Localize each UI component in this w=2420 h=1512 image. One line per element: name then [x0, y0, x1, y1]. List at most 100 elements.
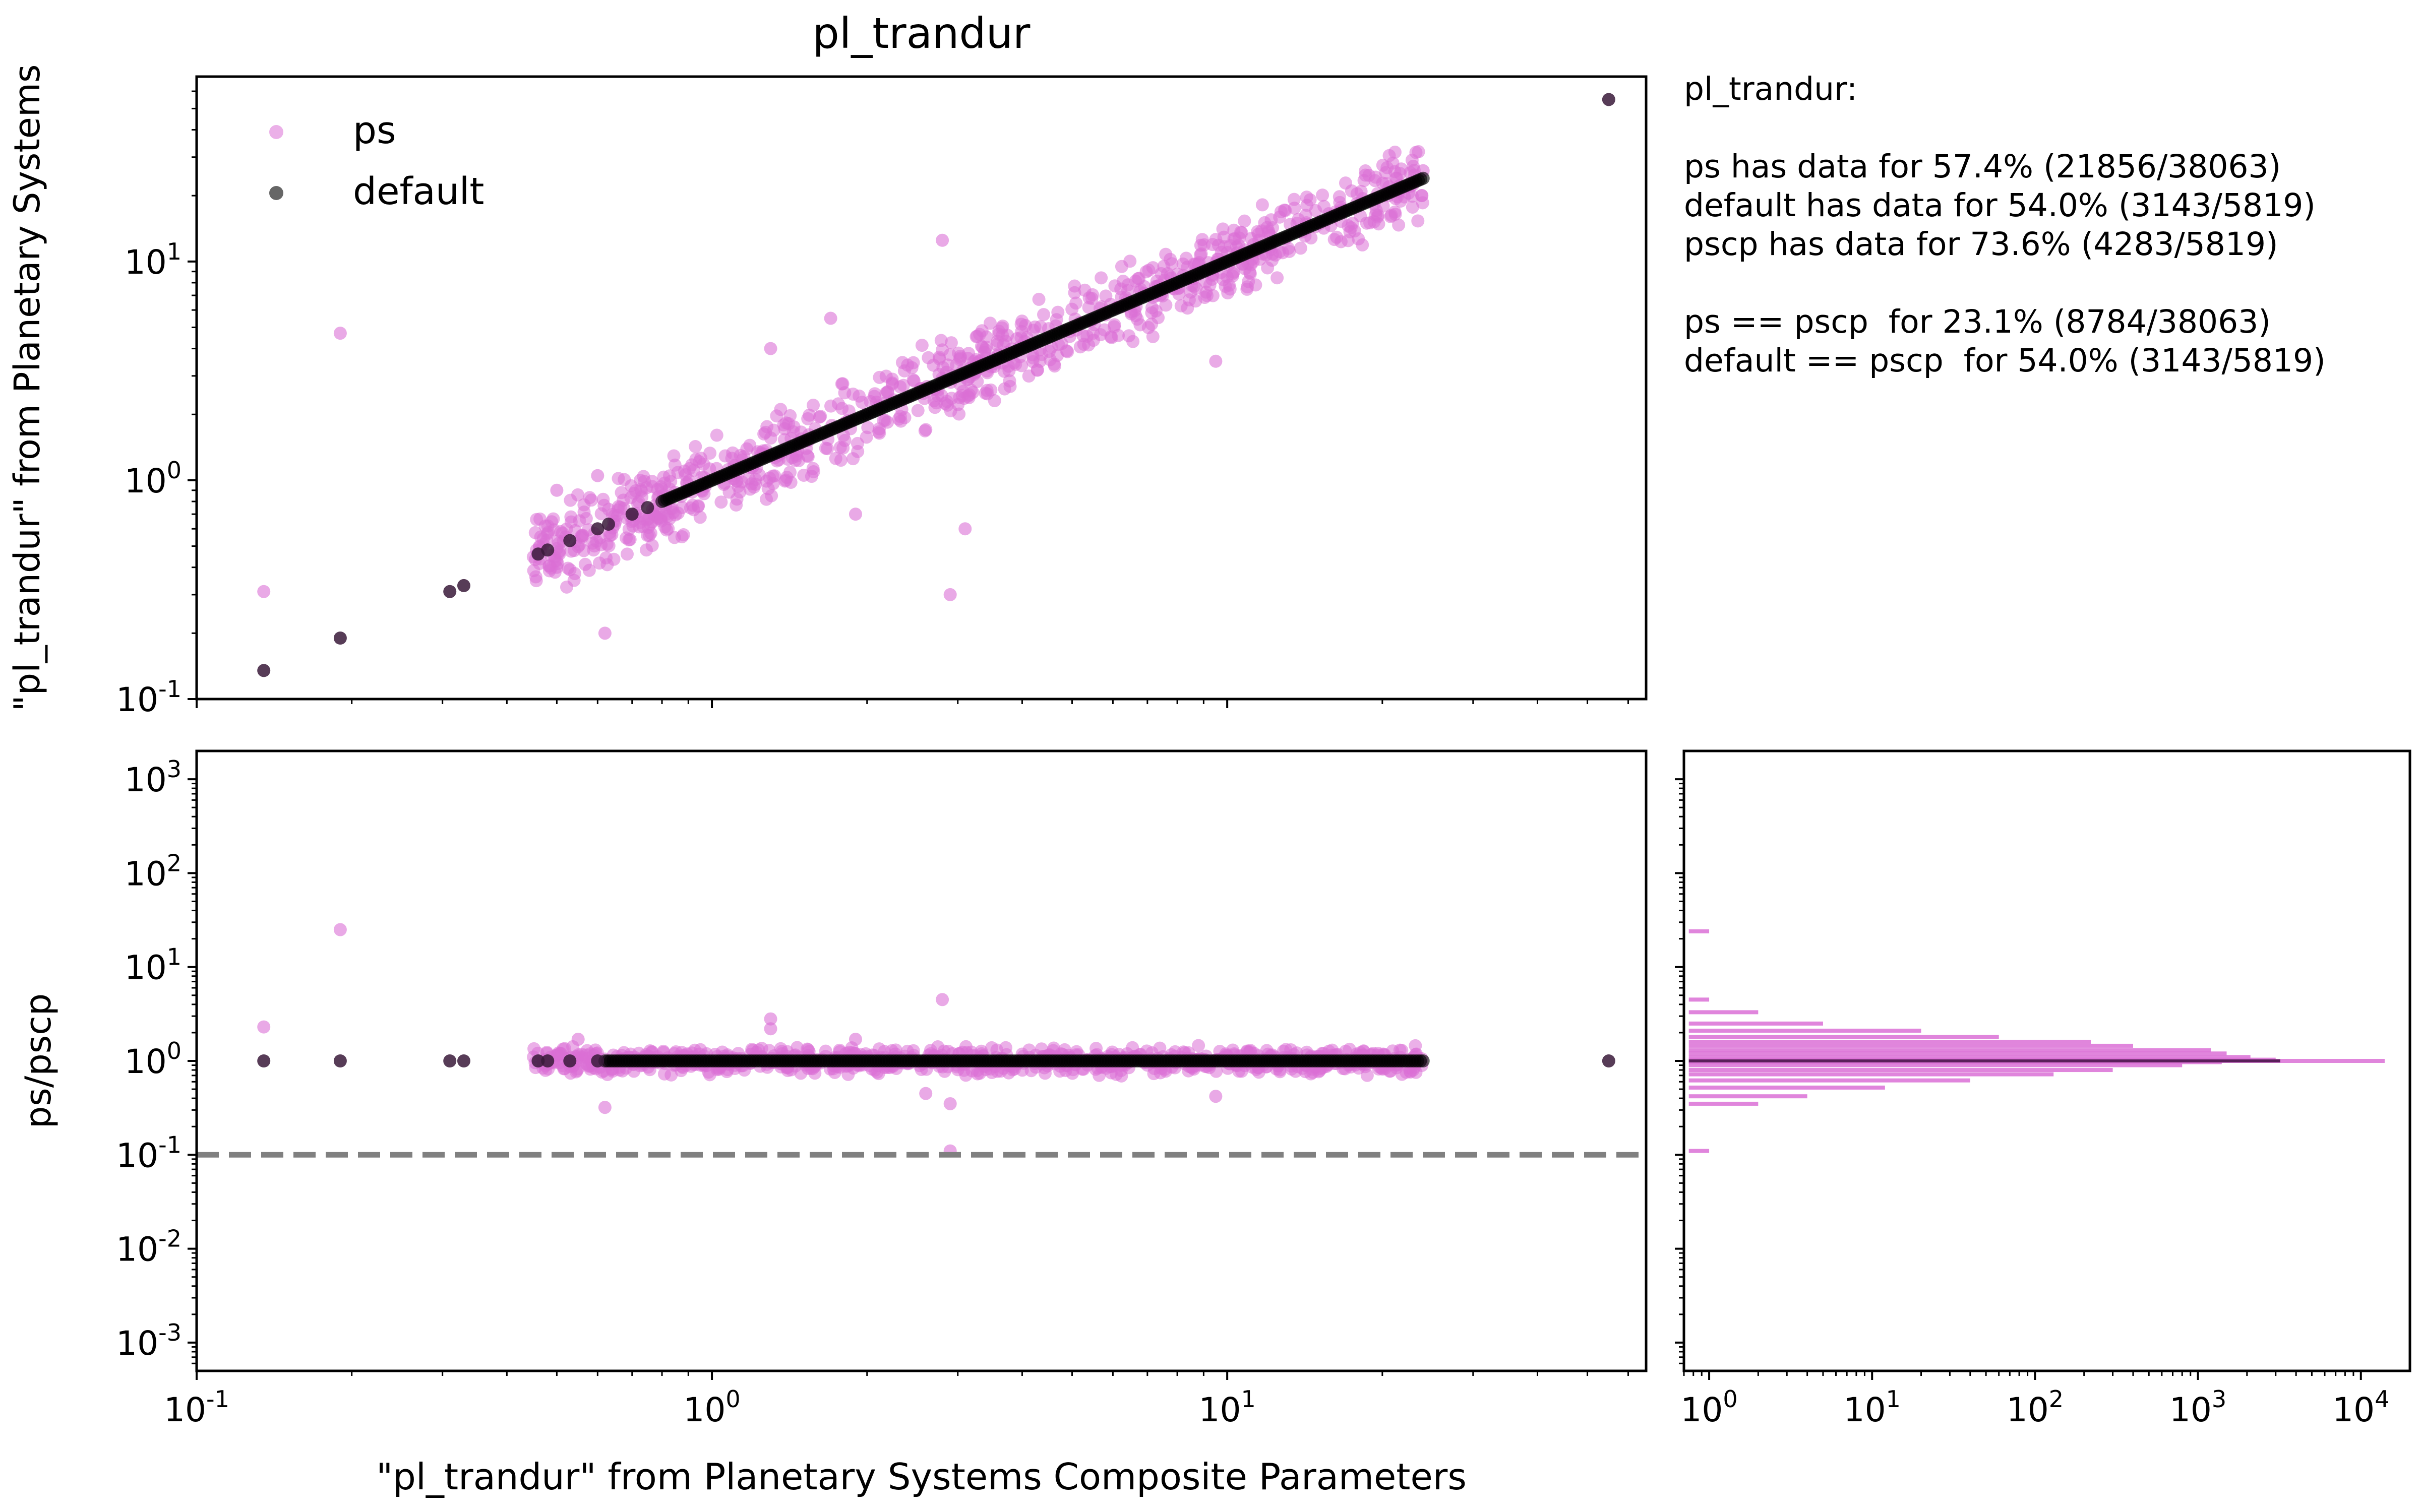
ps-ratio-point: [919, 1087, 933, 1100]
ps-point: [944, 336, 958, 350]
ps-ratio-point: [1047, 1041, 1061, 1055]
y-tick-label: 100: [125, 1037, 182, 1081]
ps-point: [1270, 271, 1284, 285]
stats-ps-equal: ps == pscp for 23.1% (8784/38063): [1684, 303, 2271, 340]
ps-ratio-point: [924, 1044, 937, 1057]
ps-point: [1363, 216, 1377, 230]
ps-point: [1122, 329, 1136, 343]
ps-point: [1002, 359, 1015, 373]
ps-point: [529, 574, 543, 588]
ps-point: [1077, 338, 1091, 351]
ps-ratio-point: [943, 1097, 957, 1110]
ps-point: [941, 398, 954, 412]
default-point: [257, 664, 271, 677]
stats-text-block: pl_trandur: ps has data for 57.4% (21856…: [1684, 70, 2390, 380]
ps-point: [1316, 188, 1329, 202]
ps-point: [638, 475, 651, 488]
ps-point: [1255, 198, 1269, 212]
y-tick-label: 103: [125, 755, 182, 799]
ratio-scatter-panel: 10-3 10-2 10-1 100 101 102 103 10-1 100 101 "pl_tr…: [18, 749, 1648, 1498]
histogram-bar: [1688, 1035, 1999, 1039]
ps-ratio-point: [1090, 1042, 1103, 1055]
y-tick-label: 102: [125, 849, 182, 893]
ps-point: [1095, 271, 1108, 285]
ps-point: [1108, 279, 1122, 293]
default-point: [601, 518, 615, 531]
y-tick-label: 10-3: [116, 1319, 182, 1363]
ps-point: [1392, 218, 1406, 232]
histogram-bar: [1688, 1039, 2091, 1044]
ps-point: [998, 382, 1011, 396]
y-tick-label: 10-1: [116, 1131, 182, 1175]
ps-point: [978, 346, 991, 359]
ps-point: [743, 438, 757, 452]
ps-point: [1206, 289, 1220, 302]
x-tick-label: 102: [2007, 1385, 2064, 1429]
ps-point: [533, 512, 547, 526]
ps-point: [807, 399, 820, 412]
ps-point: [930, 396, 943, 410]
ratio-y-axis-label: ps/pscp: [18, 993, 59, 1128]
histogram-bar: [1688, 1010, 1759, 1015]
ps-point: [943, 588, 957, 601]
default-point: [443, 585, 457, 598]
ps-point: [918, 424, 932, 437]
ps-point: [834, 454, 848, 467]
ps-point: [824, 311, 837, 325]
ps-ratio-point: [598, 1101, 612, 1114]
ps-point: [1068, 286, 1081, 299]
ps-point: [783, 409, 797, 422]
ps-point: [1369, 170, 1382, 184]
ps-point: [635, 490, 649, 504]
ps-point: [873, 422, 886, 435]
ps-ratio-point: [985, 1041, 998, 1054]
ps-point: [1369, 204, 1383, 217]
ps-ratio-point: [965, 1064, 979, 1078]
ps-ratio-point: [774, 1042, 788, 1055]
histogram-bar: [1688, 1094, 1807, 1099]
ps-point: [1303, 193, 1317, 207]
ps-point: [1189, 282, 1203, 295]
ps-ratio-point: [1240, 1044, 1254, 1058]
ps-point: [975, 324, 989, 338]
ps-point: [1242, 275, 1255, 288]
ps-point: [971, 374, 984, 388]
ps-point: [578, 557, 592, 571]
ps-point: [1209, 233, 1223, 246]
default-point: [591, 522, 604, 536]
ps-point: [780, 471, 794, 484]
ps-point: [626, 519, 640, 533]
ps-point: [1350, 187, 1364, 201]
histogram-bar: [1688, 1055, 2251, 1059]
stats-pscp-coverage: pscp has data for 73.6% (4283/5819): [1684, 226, 2278, 263]
ps-point: [849, 508, 862, 521]
ps-point: [953, 391, 966, 404]
ps-point: [777, 418, 791, 432]
ps-point: [550, 483, 564, 497]
ps-point: [1018, 319, 1032, 332]
ps-point: [1376, 158, 1389, 172]
ps-point: [915, 339, 929, 352]
ps-ratio-point: [764, 1012, 777, 1026]
ps-point: [1339, 176, 1352, 190]
top-y-axis-label: "pl_trandur" from Planetary Systems: [7, 64, 48, 711]
ps-point: [1409, 146, 1423, 159]
ps-point: [958, 522, 972, 536]
ps-point: [988, 394, 1001, 408]
ps-point: [764, 431, 777, 445]
ps-point: [1094, 328, 1107, 342]
histogram-bar: [1688, 1068, 2113, 1073]
ps-point: [836, 377, 850, 391]
ps-point: [885, 376, 899, 390]
histogram-bar: [1688, 1051, 2227, 1056]
ps-point: [1161, 267, 1174, 280]
ps-point: [824, 399, 837, 413]
histogram-bar: [1688, 997, 1710, 1002]
ps-ratio-point: [571, 1033, 585, 1046]
ps-point: [622, 533, 636, 547]
ps-point: [1330, 230, 1344, 244]
ps-point: [527, 564, 540, 578]
ps-point: [996, 320, 1009, 333]
ps-point: [861, 421, 875, 434]
